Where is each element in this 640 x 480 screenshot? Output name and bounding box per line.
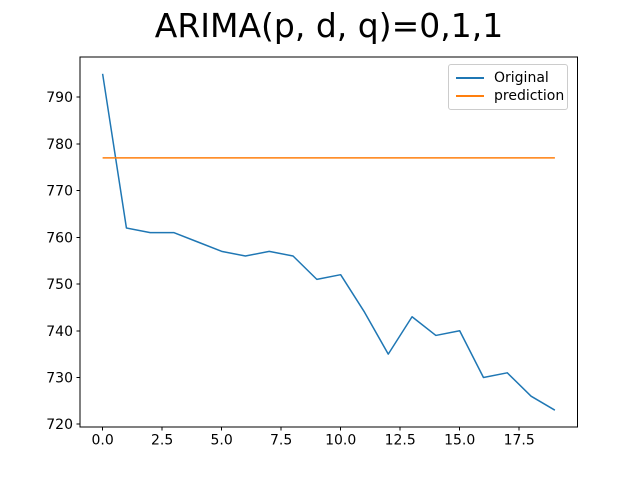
original-line-swatch xyxy=(456,77,484,79)
x-tick-label: 10.0 xyxy=(325,433,356,449)
x-tick-label: 17.5 xyxy=(504,433,535,449)
y-tick-label: 790 xyxy=(46,90,73,106)
x-tick-label: 5.0 xyxy=(210,433,232,449)
legend: Original prediction xyxy=(448,64,568,110)
x-tick-label: 15.0 xyxy=(444,433,475,449)
x-tick-label: 12.5 xyxy=(385,433,416,449)
chart-title: ARIMA(p, d, q)=0,1,1 xyxy=(154,6,504,45)
x-tick-label: 0.0 xyxy=(91,433,113,449)
legend-label-original: Original xyxy=(494,70,549,86)
x-tick-label: 2.5 xyxy=(151,433,173,449)
y-tick-label: 740 xyxy=(46,324,73,340)
x-tick-label: 7.5 xyxy=(270,433,292,449)
y-tick-label: 780 xyxy=(46,137,73,153)
legend-label-prediction: prediction xyxy=(494,88,565,104)
y-tick-label: 770 xyxy=(46,184,73,200)
series-line-original xyxy=(101,73,556,411)
y-tick-label: 730 xyxy=(46,370,73,386)
legend-item-original: Original xyxy=(456,69,560,87)
prediction-line-swatch xyxy=(456,95,484,97)
y-tick-label: 750 xyxy=(46,277,73,293)
y-tick-label: 760 xyxy=(46,230,73,246)
legend-item-prediction: prediction xyxy=(456,87,564,105)
axes-frame xyxy=(79,56,578,428)
y-tick-label: 720 xyxy=(46,417,73,433)
